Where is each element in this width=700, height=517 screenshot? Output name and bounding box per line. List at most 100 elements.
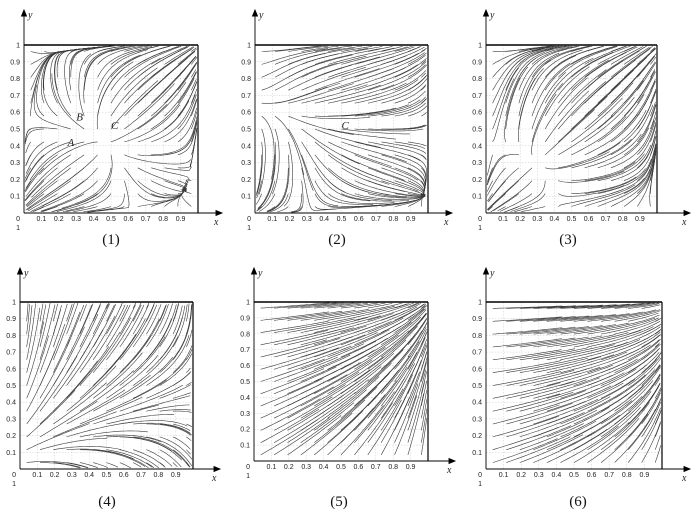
- streamline: [260, 339, 328, 358]
- streamline: [124, 46, 182, 78]
- streamline: [287, 345, 352, 370]
- streamline: [274, 302, 337, 309]
- caption-panel-4: (4): [98, 494, 116, 510]
- y-tick-label: 0.2: [472, 433, 482, 440]
- streamline: [505, 48, 554, 91]
- streamline: [341, 104, 409, 117]
- streamline: [597, 168, 651, 207]
- streamline: [354, 339, 407, 382]
- streamline: [650, 79, 656, 91]
- streamline: [287, 327, 354, 346]
- x-arrow-icon: [683, 465, 692, 473]
- streamline: [186, 436, 192, 441]
- y-tick-label: 0.8: [10, 76, 20, 83]
- streamline: [354, 167, 419, 192]
- streamline: [407, 369, 427, 431]
- y-tick-top: 1: [478, 300, 482, 307]
- streamline: [39, 304, 47, 335]
- streamline: [546, 304, 617, 309]
- streamline: [623, 61, 656, 104]
- streamline: [641, 323, 662, 335]
- streamline: [492, 67, 519, 130]
- streamline: [24, 154, 45, 183]
- x-tick-label: 0.5: [106, 216, 116, 223]
- y-tick-label: 0.5: [241, 127, 251, 134]
- streamline: [519, 305, 590, 309]
- streamline: [505, 66, 529, 130]
- streamline: [637, 117, 657, 156]
- streamline: [587, 309, 657, 322]
- streamline: [380, 352, 418, 407]
- streamline: [597, 48, 651, 91]
- streamline: [407, 381, 425, 443]
- x-tick-label: 0.7: [604, 472, 614, 479]
- streamline: [533, 304, 604, 309]
- streamline: [367, 355, 410, 407]
- streamline: [597, 57, 648, 104]
- streamline: [314, 68, 380, 91]
- streamline: [628, 356, 661, 386]
- streamline: [380, 341, 420, 394]
- streamline: [492, 338, 562, 348]
- streamline: [492, 393, 561, 412]
- streamline: [546, 418, 609, 450]
- streamline: [584, 50, 640, 91]
- streamline: [64, 48, 85, 104]
- y-tick-top: 1: [246, 300, 250, 307]
- streamline: [354, 128, 424, 132]
- streamline: [584, 45, 627, 65]
- caption-panel-6: (6): [569, 494, 587, 510]
- streamline: [546, 344, 615, 361]
- x-tick-label: 0.7: [371, 464, 381, 471]
- streamline: [394, 383, 419, 443]
- streamline: [614, 366, 661, 412]
- streamline: [300, 391, 356, 431]
- y-tick-label: 0.6: [472, 110, 482, 117]
- streamline: [421, 352, 427, 370]
- streamline: [26, 335, 49, 399]
- streamline: [584, 69, 634, 117]
- streamline: [641, 373, 661, 399]
- streamline: [93, 374, 151, 412]
- streamline: [544, 57, 594, 104]
- x-axis-label: x: [213, 217, 219, 228]
- streamline: [506, 348, 576, 361]
- streamline: [53, 303, 68, 348]
- streamline: [300, 412, 353, 456]
- streamline: [623, 46, 650, 65]
- streamline: [261, 53, 326, 78]
- streamline: [70, 45, 112, 52]
- x-tick-label: 0.2: [515, 216, 525, 223]
- streamline: [119, 462, 132, 469]
- origin-label: 0: [478, 216, 482, 223]
- streamline: [341, 46, 373, 52]
- streamline: [519, 347, 589, 361]
- streamline: [151, 116, 198, 156]
- streamline: [519, 326, 590, 335]
- y-tick-label: 0.2: [240, 427, 250, 434]
- x-tick-label: 0.6: [584, 216, 594, 223]
- streamline: [146, 304, 162, 335]
- streamline: [354, 302, 386, 309]
- streamline: [573, 389, 634, 425]
- y-tick-top: 1: [16, 43, 20, 50]
- streamline: [354, 369, 399, 419]
- streamline: [492, 404, 560, 425]
- streamline: [519, 423, 584, 450]
- streamline: [558, 46, 580, 52]
- streamline: [93, 404, 159, 425]
- streamline: [650, 101, 656, 117]
- streamline: [151, 45, 170, 52]
- streamline: [287, 374, 348, 407]
- streamline: [531, 45, 590, 78]
- y-tick-label: 0.9: [240, 315, 250, 322]
- y-axis-label: y: [27, 10, 33, 21]
- streamline: [340, 362, 392, 407]
- streamline: [600, 348, 659, 386]
- streamline: [164, 120, 197, 156]
- origin-label: 0: [246, 464, 250, 471]
- streamline: [628, 320, 661, 335]
- streamline: [600, 413, 649, 463]
- streamline: [274, 47, 342, 65]
- streamline: [354, 46, 383, 52]
